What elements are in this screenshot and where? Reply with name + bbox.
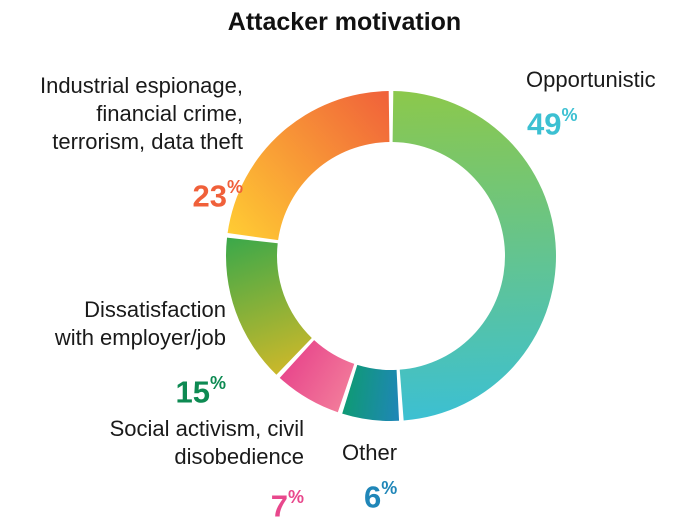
- label-dissatisfaction: Dissatisfaction with employer/job: [55, 296, 226, 352]
- label-opportunistic: Opportunistic: [526, 66, 656, 94]
- label-activism: Social activism, civil disobedience: [110, 415, 304, 471]
- label-espionage-line: financial crime,: [96, 101, 243, 126]
- label-activism-line: Social activism, civil: [109, 416, 304, 441]
- pct-opportunistic-sym: %: [561, 105, 578, 125]
- label-espionage-line: Industrial espionage,: [39, 73, 243, 98]
- pct-other-value: 6: [364, 479, 382, 515]
- label-dissatisfaction-line: with employer/job: [54, 325, 226, 350]
- pct-other: 6%: [364, 473, 397, 514]
- pct-opportunistic: 49%: [527, 100, 578, 141]
- slice-social-activism-civil-disobedience: [279, 340, 355, 413]
- pct-dissatisfaction-sym: %: [209, 373, 226, 393]
- pct-activism-value: 7: [270, 488, 288, 523]
- pct-espionage-sym: %: [226, 177, 243, 197]
- pct-activism-sym: %: [287, 487, 304, 507]
- pct-espionage-value: 23: [192, 178, 227, 214]
- slice-dissatisfaction-with-employer-job: [225, 237, 312, 375]
- label-opportunistic-text: Opportunistic: [526, 67, 656, 92]
- slice-opportunistic: [392, 91, 556, 421]
- pct-activism: 7%: [271, 482, 304, 523]
- slice-industrial-espionage-financial-crime-terrorism-data-theft: [227, 91, 390, 241]
- label-espionage: Industrial espionage, financial crime, t…: [40, 72, 243, 156]
- pct-dissatisfaction-value: 15: [175, 374, 210, 410]
- label-activism-line: disobedience: [174, 444, 304, 469]
- pct-opportunistic-value: 49: [527, 106, 562, 142]
- pct-espionage: 23%: [193, 172, 244, 213]
- label-other: Other: [342, 439, 397, 467]
- label-espionage-line: terrorism, data theft: [52, 129, 243, 154]
- label-dissatisfaction-line: Dissatisfaction: [84, 297, 226, 322]
- chart-title: Attacker motivation: [227, 8, 462, 36]
- pct-dissatisfaction: 15%: [176, 368, 227, 409]
- label-other-text: Other: [342, 440, 398, 465]
- slice-other: [342, 364, 400, 421]
- pct-other-sym: %: [381, 478, 398, 498]
